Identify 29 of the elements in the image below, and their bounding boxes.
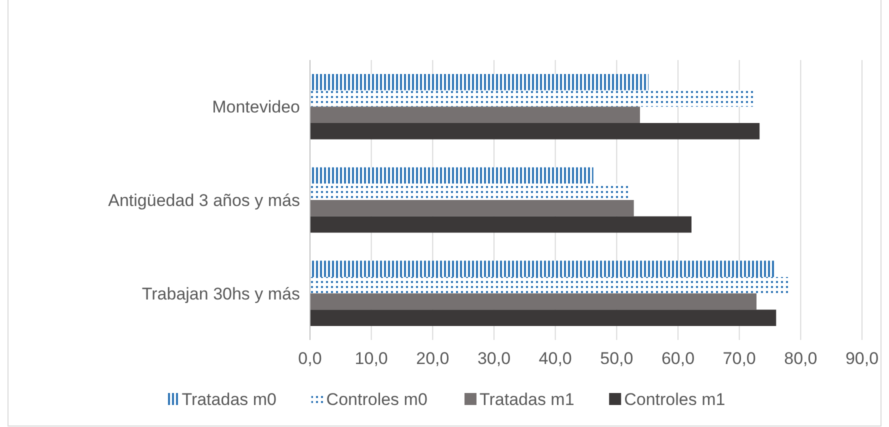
x-tick-label: 10,0: [354, 349, 388, 368]
bar: [310, 310, 776, 326]
x-tick-label: 60,0: [661, 349, 695, 368]
y-tick-label: Montevideo: [212, 98, 300, 117]
x-tick-label: 0,0: [298, 349, 322, 368]
legend-label: Tratadas m1: [480, 390, 574, 409]
x-tick-label: 50,0: [600, 349, 634, 368]
x-tick-label: 80,0: [784, 349, 818, 368]
bar: [310, 90, 754, 107]
bar: [310, 216, 692, 233]
x-tick-label: 40,0: [538, 349, 572, 368]
bar: [310, 123, 760, 140]
bar: [310, 167, 594, 184]
bar: [310, 106, 640, 123]
legend-label: Controles m0: [326, 390, 428, 409]
legend-label: Controles m1: [624, 390, 726, 409]
bar: [310, 184, 628, 200]
x-tick-label: 90,0: [845, 349, 879, 368]
y-tick-label: Trabajan 30hs y más: [142, 284, 300, 304]
y-tick-label: Antigüedad 3 años y más: [108, 190, 300, 210]
bar: [310, 277, 790, 294]
bar: [310, 293, 757, 310]
x-tick-label: 20,0: [416, 349, 450, 368]
legend-label: Tratadas m0: [182, 390, 276, 409]
x-tick-label: 70,0: [722, 349, 756, 368]
x-tick-label: 30,0: [477, 349, 511, 368]
bar: [310, 74, 649, 90]
bar: [310, 260, 775, 277]
bar: [310, 200, 634, 216]
